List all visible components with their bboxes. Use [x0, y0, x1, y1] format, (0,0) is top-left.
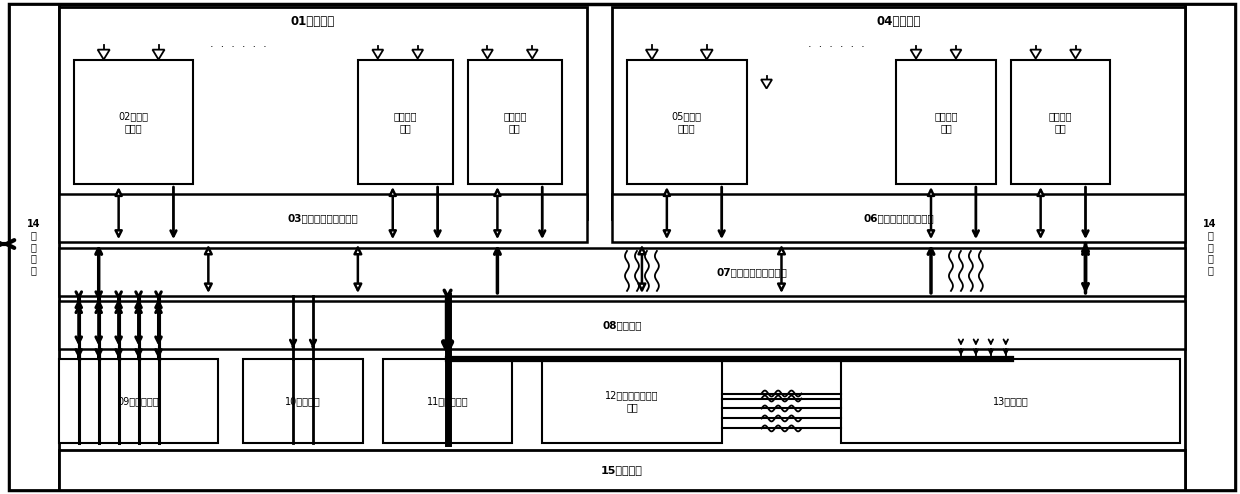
Bar [841, 359, 1180, 443]
Text: 13卫通终端: 13卫通终端 [993, 396, 1029, 406]
Text: 15支撑底座: 15支撑底座 [601, 465, 644, 475]
Bar [9, 4, 58, 490]
Bar [358, 60, 453, 184]
Text: 发射子阵
模块: 发射子阵 模块 [1049, 111, 1073, 133]
Polygon shape [1070, 49, 1081, 59]
Text: 05发射子
阵模块: 05发射子 阵模块 [672, 111, 702, 133]
Polygon shape [701, 49, 713, 59]
Text: 01接收阵面: 01接收阵面 [291, 15, 335, 28]
Bar [58, 301, 1185, 349]
Text: 09分布式电源: 09分布式电源 [118, 396, 160, 406]
Polygon shape [1030, 49, 1042, 59]
Polygon shape [646, 49, 658, 59]
Text: 11跟踪接收机: 11跟踪接收机 [427, 396, 469, 406]
Bar [467, 60, 562, 184]
Text: 04发射阵面: 04发射阵面 [877, 15, 921, 28]
Polygon shape [910, 49, 921, 59]
Bar [74, 60, 193, 184]
Bar [613, 7, 1185, 219]
Text: 接收子阵
模块: 接收子阵 模块 [393, 111, 417, 133]
Polygon shape [482, 49, 494, 59]
Bar [542, 359, 722, 443]
Bar [897, 60, 996, 184]
Polygon shape [153, 49, 165, 59]
Polygon shape [412, 49, 423, 59]
Text: 10惯性系统: 10惯性系统 [285, 396, 321, 406]
Bar [1011, 60, 1111, 184]
Bar [58, 451, 1185, 490]
Bar [58, 359, 218, 443]
Bar [383, 359, 512, 443]
Text: ·  ·  ·  ·  ·  ·: · · · · · · [210, 41, 267, 52]
Text: 接收子阵
模块: 接收子阵 模块 [503, 111, 527, 133]
Text: 发射子阵
模块: 发射子阵 模块 [934, 111, 957, 133]
Bar [58, 7, 587, 219]
Text: 03接收阵面综合走线层: 03接收阵面综合走线层 [288, 213, 358, 223]
Polygon shape [950, 49, 961, 59]
Polygon shape [761, 80, 773, 88]
Text: 08供配电层: 08供配电层 [603, 320, 642, 330]
Text: 14
热
控
系
统: 14 热 控 系 统 [1203, 219, 1216, 275]
Bar [1185, 4, 1235, 490]
Text: 14
热
控
系
统: 14 热 控 系 统 [27, 219, 41, 275]
Polygon shape [98, 49, 109, 59]
Text: 06发射阵面综合走线层: 06发射阵面综合走线层 [863, 213, 934, 223]
Bar [58, 248, 1185, 296]
Text: ·  ·  ·  ·  ·  ·: · · · · · · [808, 41, 864, 52]
Text: 02接收子
阵模块: 02接收子 阵模块 [119, 111, 149, 133]
Bar [243, 359, 363, 443]
Bar [627, 60, 746, 184]
Text: 07综合信息一体化平台: 07综合信息一体化平台 [717, 267, 787, 277]
Polygon shape [372, 49, 383, 59]
Bar [613, 194, 1185, 242]
Bar [58, 194, 587, 242]
Text: 12状态监测与监控
管控: 12状态监测与监控 管控 [605, 390, 658, 412]
Polygon shape [527, 49, 538, 59]
